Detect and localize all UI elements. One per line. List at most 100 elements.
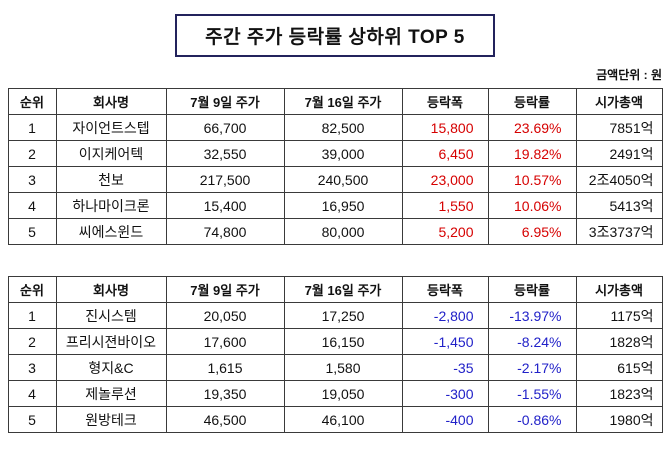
cell-rank: 1	[7, 302, 57, 329]
cell-company: 씨에스윈드	[55, 218, 167, 245]
table-row: 4 제놀루션 19,350 19,050 -300 -1.55% 1823억	[7, 380, 663, 407]
unit-label: 금액단위 : 원	[596, 68, 662, 82]
header-rate: 등락률	[487, 88, 577, 115]
table-row: 4 하나마이크론 15,400 16,950 1,550 10.06% 5413…	[7, 192, 663, 219]
header-rate: 등락률	[487, 276, 577, 303]
cell-price-end: 39,000	[283, 140, 403, 167]
header-price-start: 7월 9일 주가	[165, 276, 285, 303]
cell-rank: 2	[7, 328, 57, 355]
cell-price-start: 1,615	[165, 354, 285, 381]
cell-price-end: 16,950	[283, 192, 403, 219]
table-row: 5 씨에스윈드 74,800 80,000 5,200 6.95% 3조3737…	[7, 218, 663, 245]
cell-marketcap: 1980억	[575, 406, 663, 433]
header-rank: 순위	[7, 88, 57, 115]
cell-rank: 1	[7, 114, 57, 141]
table-row: 1 자이언트스텝 66,700 82,500 15,800 23.69% 785…	[7, 114, 663, 141]
cell-rank: 3	[7, 354, 57, 381]
cell-rate: -1.55%	[487, 380, 577, 407]
title-box: 주간 주가 등락률 상하위 TOP 5	[175, 14, 495, 57]
cell-marketcap: 7851억	[575, 114, 663, 141]
cell-price-end: 46,100	[283, 406, 403, 433]
cell-change: 1,550	[401, 192, 489, 219]
cell-marketcap: 3조3737억	[575, 218, 663, 245]
cell-company: 프리시젼바이오	[55, 328, 167, 355]
cell-company: 천보	[55, 166, 167, 193]
cell-change: 5,200	[401, 218, 489, 245]
cell-rate: -0.86%	[487, 406, 577, 433]
gainers-table: 순위 회사명 7월 9일 주가 7월 16일 주가 등락폭 등락률 시가총액 1…	[7, 88, 663, 245]
header-price-start: 7월 9일 주가	[165, 88, 285, 115]
cell-company: 자이언트스텝	[55, 114, 167, 141]
table-row: 3 형지&C 1,615 1,580 -35 -2.17% 615억	[7, 354, 663, 381]
header-rank: 순위	[7, 276, 57, 303]
cell-price-end: 82,500	[283, 114, 403, 141]
cell-change: 6,450	[401, 140, 489, 167]
table-row: 5 원방테크 46,500 46,100 -400 -0.86% 1980억	[7, 406, 663, 433]
cell-rate: -13.97%	[487, 302, 577, 329]
cell-rate: 6.95%	[487, 218, 577, 245]
cell-company: 원방테크	[55, 406, 167, 433]
gainers-header-row: 순위 회사명 7월 9일 주가 7월 16일 주가 등락폭 등락률 시가총액	[7, 88, 663, 115]
cell-price-start: 66,700	[165, 114, 285, 141]
cell-price-end: 16,150	[283, 328, 403, 355]
header-change: 등락폭	[401, 276, 489, 303]
cell-rate: 19.82%	[487, 140, 577, 167]
cell-change: -400	[401, 406, 489, 433]
header-price-end: 7월 16일 주가	[283, 276, 403, 303]
cell-company: 진시스템	[55, 302, 167, 329]
cell-rank: 3	[7, 166, 57, 193]
header-change: 등락폭	[401, 88, 489, 115]
losers-header-row: 순위 회사명 7월 9일 주가 7월 16일 주가 등락폭 등락률 시가총액	[7, 276, 663, 303]
cell-price-start: 15,400	[165, 192, 285, 219]
cell-company: 형지&C	[55, 354, 167, 381]
page-title: 주간 주가 등락률 상하위	[205, 27, 409, 48]
cell-change: -35	[401, 354, 489, 381]
cell-marketcap: 1828억	[575, 328, 663, 355]
cell-rate: 10.57%	[487, 166, 577, 193]
cell-rate: -8.24%	[487, 328, 577, 355]
cell-rate: 10.06%	[487, 192, 577, 219]
cell-company: 하나마이크론	[55, 192, 167, 219]
cell-rate: -2.17%	[487, 354, 577, 381]
cell-change: -300	[401, 380, 489, 407]
cell-rank: 5	[7, 218, 57, 245]
header-marketcap: 시가총액	[575, 276, 663, 303]
header-marketcap: 시가총액	[575, 88, 663, 115]
losers-table: 순위 회사명 7월 9일 주가 7월 16일 주가 등락폭 등락률 시가총액 1…	[7, 276, 663, 433]
cell-price-end: 80,000	[283, 218, 403, 245]
cell-marketcap: 1175억	[575, 302, 663, 329]
cell-price-start: 19,350	[165, 380, 285, 407]
cell-price-start: 217,500	[165, 166, 285, 193]
cell-price-end: 17,250	[283, 302, 403, 329]
cell-marketcap: 2조4050억	[575, 166, 663, 193]
table-row: 2 이지케어텍 32,550 39,000 6,450 19.82% 2491억	[7, 140, 663, 167]
cell-marketcap: 1823억	[575, 380, 663, 407]
cell-marketcap: 615억	[575, 354, 663, 381]
cell-rank: 2	[7, 140, 57, 167]
cell-price-end: 19,050	[283, 380, 403, 407]
cell-price-start: 17,600	[165, 328, 285, 355]
table-row: 3 천보 217,500 240,500 23,000 10.57% 2조405…	[7, 166, 663, 193]
header-company: 회사명	[55, 88, 167, 115]
header-price-end: 7월 16일 주가	[283, 88, 403, 115]
table-row: 2 프리시젼바이오 17,600 16,150 -1,450 -8.24% 18…	[7, 328, 663, 355]
cell-rank: 4	[7, 192, 57, 219]
cell-price-start: 20,050	[165, 302, 285, 329]
cell-rank: 5	[7, 406, 57, 433]
page-title-strong: TOP 5	[408, 27, 465, 48]
cell-price-end: 240,500	[283, 166, 403, 193]
cell-price-start: 46,500	[165, 406, 285, 433]
cell-rank: 4	[7, 380, 57, 407]
table-row: 1 진시스템 20,050 17,250 -2,800 -13.97% 1175…	[7, 302, 663, 329]
cell-marketcap: 2491억	[575, 140, 663, 167]
cell-company: 제놀루션	[55, 380, 167, 407]
cell-rate: 23.69%	[487, 114, 577, 141]
title-wrap: 주간 주가 등락률 상하위 TOP 5	[0, 0, 670, 57]
cell-change: 23,000	[401, 166, 489, 193]
cell-change: 15,800	[401, 114, 489, 141]
cell-marketcap: 5413억	[575, 192, 663, 219]
cell-change: -2,800	[401, 302, 489, 329]
cell-price-start: 74,800	[165, 218, 285, 245]
cell-company: 이지케어텍	[55, 140, 167, 167]
